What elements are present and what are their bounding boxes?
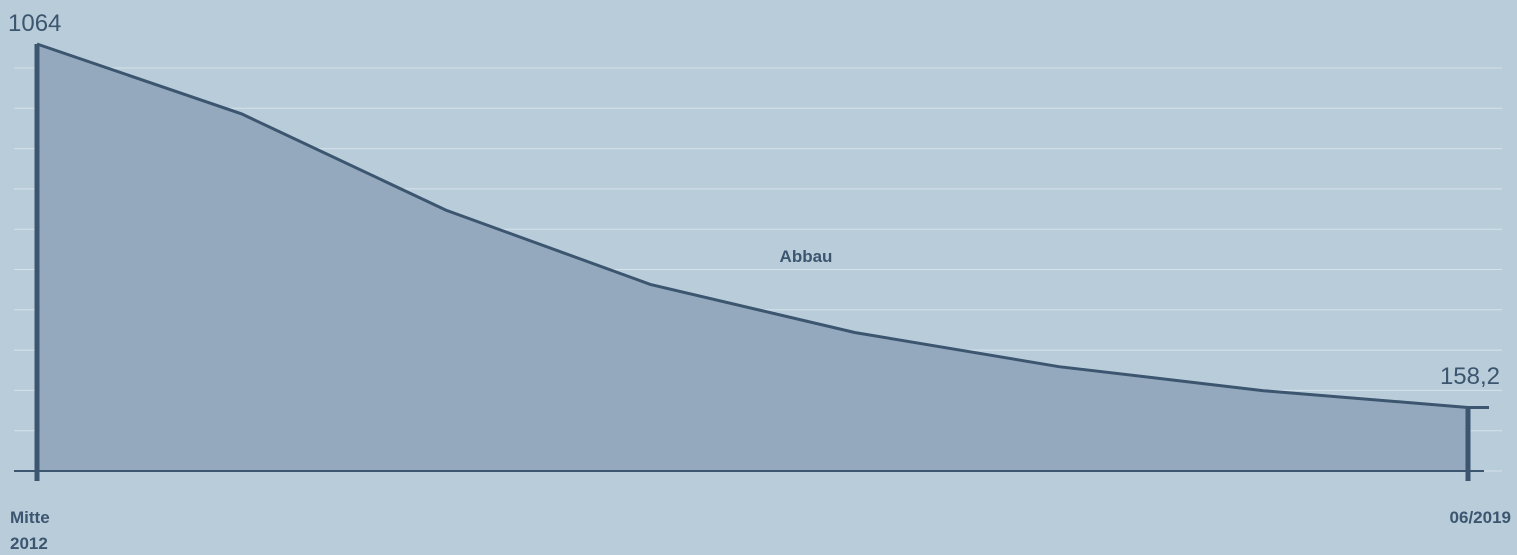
x-tick-label-end: 06/2019 [1450,508,1511,527]
end-value-label: 158,2 [1440,363,1500,390]
area-series-fill [37,44,1468,471]
area-series-line [36,42,1489,409]
area-annotation-label: Abbau [780,247,833,266]
x-tick-label-start-line2: 2012 [10,534,48,553]
x-tick-label-start-line1: Mitte [10,508,50,527]
start-value-label: 1064 [8,10,61,37]
